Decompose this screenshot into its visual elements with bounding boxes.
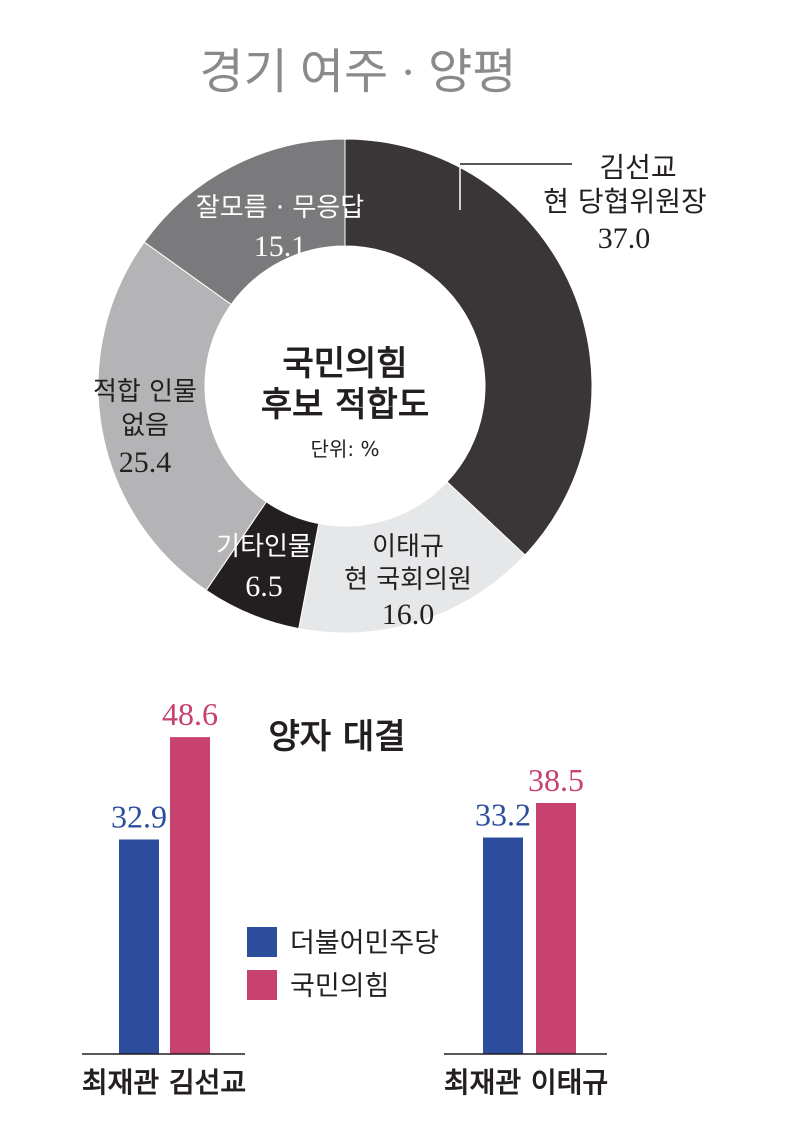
slice-label-kim-title: 현 당협위원장: [543, 185, 706, 218]
bar-ppp-2: [536, 802, 576, 1054]
bar-value-label-ppp-1: 48.6: [162, 696, 218, 732]
center-label-line1: 국민의힘: [282, 344, 407, 384]
slice-label-lee-title: 현 국회의원: [344, 565, 472, 595]
legend-swatch-ppp: [247, 970, 277, 1000]
legend-label-ppp: 국민의힘: [290, 971, 389, 1002]
category-label-2: 최재관 이태규: [444, 1066, 608, 1099]
bar-chart-title: 양자 대결: [269, 717, 406, 757]
slice-value-kim: 37.0: [598, 222, 651, 255]
chart-title: 경기 여주 · 양평: [200, 46, 517, 99]
slice-label-none-line2: 없음: [121, 411, 169, 441]
slice-label-lee-name: 이태규: [372, 532, 444, 562]
bar-value-label-dem-2: 33.2: [475, 797, 531, 833]
slice-value-unsure: 15.1: [254, 230, 307, 263]
slice-label-kim-name: 김선교: [599, 151, 676, 184]
category-label-1: 최재관 김선교: [82, 1066, 246, 1099]
donut-slice-unsure: [143, 138, 346, 306]
bar-value-label-dem-1: 32.9: [111, 798, 167, 834]
bar-dem-1: [119, 839, 159, 1054]
donut-slice-kim: [344, 138, 593, 556]
legend-swatch-dem: [247, 927, 277, 957]
slice-value-none: 25.4: [119, 446, 172, 479]
slice-label-none-line1: 적합 인물: [93, 377, 197, 407]
slice-label-other: 기타인물: [216, 532, 312, 562]
center-label-line2: 후보 적합도: [261, 385, 429, 425]
bar-value-label-ppp-2: 38.5: [528, 762, 584, 798]
donut-slice-none: [97, 241, 268, 591]
legend-label-dem: 더불어민주당: [290, 928, 439, 959]
unit-label: 단위: %: [311, 437, 380, 461]
bar-ppp-1: [170, 737, 210, 1054]
legend: 더불어민주당 국민의힘: [247, 927, 439, 1002]
bar-dem-2: [483, 837, 523, 1054]
slice-value-other: 6.5: [245, 570, 283, 603]
slice-label-unsure: 잘모름 · 무응답: [196, 193, 364, 223]
slice-value-lee: 16.0: [382, 598, 435, 631]
bar-chart: 32.9 33.2 48.6 38.5: [111, 696, 584, 1054]
donut-chart: [97, 138, 593, 634]
